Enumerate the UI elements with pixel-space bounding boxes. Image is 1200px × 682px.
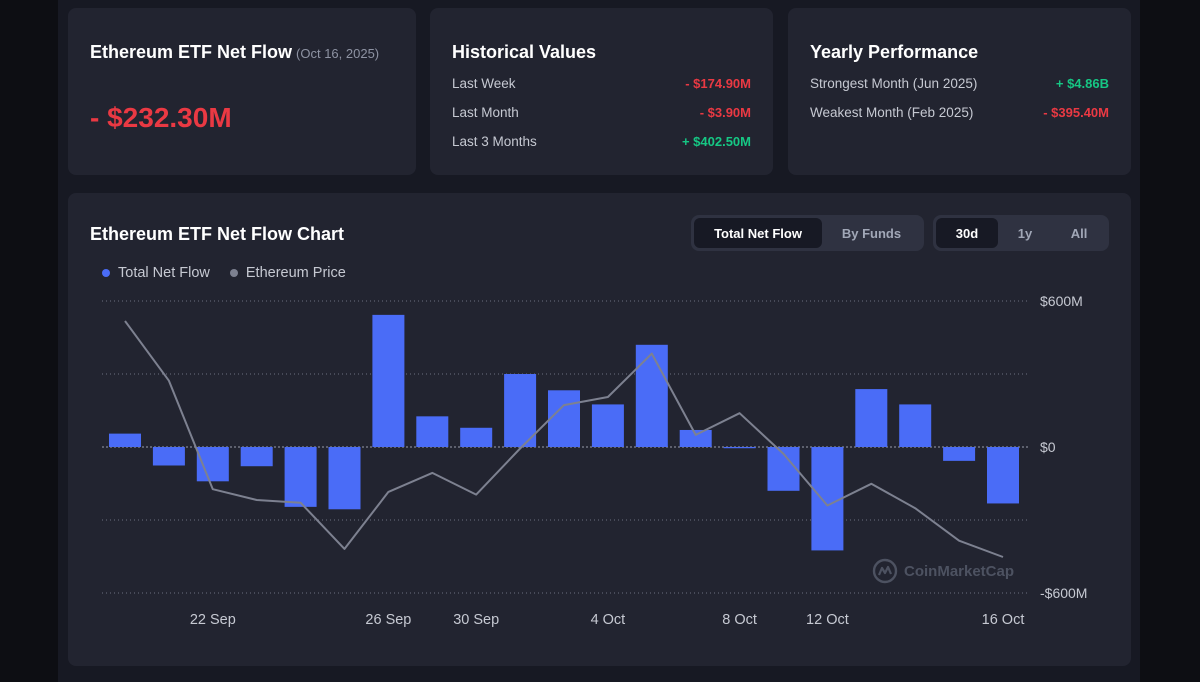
net-flow-value: - $232.30M (90, 102, 232, 133)
net-flow-bar (460, 427, 493, 447)
net-flow-bar (284, 447, 317, 507)
stat-value: - $395.40M (1043, 104, 1109, 120)
yearly-row-weakest: Weakest Month (Feb 2025) - $395.40M (810, 103, 1109, 121)
historical-row-last-month: Last Month - $3.90M (452, 103, 751, 121)
historical-row-last-3-months: Last 3 Months + $402.50M (452, 132, 751, 150)
net-flow-chart: $600M $0 -$600M 22 Sep 26 Sep 30 Sep 4 Oct 8 Oc… (102, 293, 1087, 628)
chart-legend: Total Net Flow Ethereum Price (102, 265, 346, 281)
net-flow-title-text: Ethereum ETF Net Flow (90, 42, 293, 62)
legend-dot-gray (229, 269, 238, 277)
tab-by-funds[interactable]: By Funds (841, 225, 902, 241)
net-flow-bar (240, 447, 273, 467)
eth-price-line (124, 320, 1004, 558)
net-flow-bar (767, 447, 800, 491)
chart-title: Ethereum ETF Net Flow Chart (90, 224, 345, 244)
x-axis-label: 26 Sep (365, 612, 411, 628)
net-flow-bar (328, 447, 361, 510)
net-flow-bar (591, 404, 624, 447)
net-flow-bar (109, 433, 141, 447)
net-flow-bar (372, 314, 405, 447)
net-flow-bar (635, 344, 668, 447)
tab-range-30d[interactable]: 30d (936, 218, 998, 248)
watermark-text: CoinMarketCap (904, 562, 1015, 580)
coinmarketcap-watermark: CoinMarketCap (872, 558, 1014, 584)
net-flow-bar (196, 447, 229, 482)
net-flow-bar (548, 390, 580, 447)
net-flow-bar (855, 389, 888, 447)
stat-label: Last Month (452, 104, 519, 120)
page: Ethereum ETF Net Flow (Oct 16, 2025) - $2… (58, 0, 1140, 682)
yearly-performance-card: Yearly Performance Strongest Month (Jun … (788, 8, 1131, 175)
legend-item-net-flow[interactable]: Total Net Flow (102, 265, 210, 281)
net-flow-bar (987, 447, 1019, 504)
historical-title: Historical Values (452, 42, 597, 62)
stat-label: Strongest Month (Jun 2025) (810, 75, 978, 91)
stat-value: - $3.90M (699, 104, 751, 120)
tab-total-net-flow[interactable]: Total Net Flow (694, 218, 822, 248)
net-flow-date: (Oct 16, 2025) (296, 46, 380, 61)
x-axis-label: 16 Oct (982, 612, 1025, 628)
net-flow-bar (811, 447, 844, 551)
stat-value: + $4.86B (1055, 75, 1109, 91)
net-flow-bar (152, 447, 185, 466)
x-axis-label: 30 Sep (453, 612, 499, 628)
net-flow-card: Ethereum ETF Net Flow (Oct 16, 2025) - $2… (68, 8, 416, 175)
net-flow-bar (943, 447, 976, 461)
stat-value: - $174.90M (685, 75, 751, 91)
y-axis-label: $600M (1040, 293, 1083, 309)
x-axis-label: 12 Oct (806, 612, 849, 628)
legend-dot-blue (102, 269, 110, 277)
view-toggle: Total Net Flow By Funds (691, 215, 924, 251)
legend-item-eth-price[interactable]: Ethereum Price (229, 265, 346, 281)
legend-label: Total Net Flow (118, 265, 210, 281)
y-axis-label: -$600M (1040, 585, 1087, 601)
x-axis-label: 4 Oct (591, 612, 626, 628)
range-toggle: 30d 1y All (933, 215, 1109, 251)
x-axis-label: 22 Sep (190, 612, 236, 628)
y-axis-label: $0 (1040, 439, 1056, 455)
yearly-row-strongest: Strongest Month (Jun 2025) + $4.86B (810, 74, 1109, 92)
net-flow-bar (504, 374, 537, 447)
tab-range-1y[interactable]: 1y (1017, 225, 1033, 241)
chart-card: Ethereum ETF Net Flow Chart Total Net Fl… (68, 193, 1131, 666)
tab-range-all[interactable]: All (1070, 225, 1088, 241)
net-flow-bar (679, 429, 712, 447)
historical-row-last-week: Last Week - $174.90M (452, 74, 751, 92)
historical-values-card: Historical Values Last Week - $174.90M L… (430, 8, 773, 175)
net-flow-title: Ethereum ETF Net Flow (Oct 16, 2025) (90, 42, 379, 63)
net-flow-bar (416, 416, 449, 447)
stat-label: Weakest Month (Feb 2025) (810, 104, 974, 120)
net-flow-bar (899, 404, 932, 447)
yearly-title: Yearly Performance (810, 42, 979, 62)
x-axis-label: 8 Oct (722, 612, 757, 628)
stat-label: Last 3 Months (452, 133, 537, 149)
legend-label: Ethereum Price (245, 265, 346, 281)
coinmarketcap-logo-icon (872, 558, 898, 584)
net-flow-bar (723, 447, 756, 449)
stat-label: Last Week (452, 75, 516, 91)
stat-value: + $402.50M (681, 133, 751, 149)
